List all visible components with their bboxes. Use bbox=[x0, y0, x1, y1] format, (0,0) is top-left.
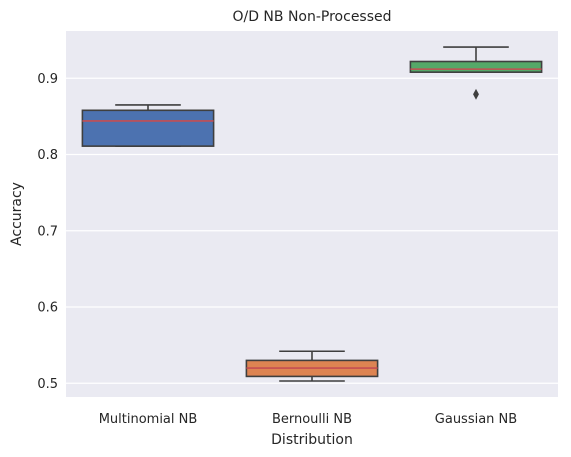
y-tick-labels: 0.5 0.6 0.7 0.8 0.9 bbox=[37, 72, 58, 392]
box-plot-group bbox=[245, 350, 379, 382]
box-plots bbox=[81, 46, 543, 382]
chart-title: O/D NB Non-Processed bbox=[232, 9, 391, 25]
y-axis-label: Accuracy bbox=[9, 182, 25, 246]
y-tick-label: 0.7 bbox=[37, 224, 58, 239]
box-plot-group bbox=[409, 46, 543, 100]
plot-background bbox=[66, 31, 558, 397]
grid-lines bbox=[66, 77, 558, 384]
box-body bbox=[81, 109, 215, 147]
box-plot-group bbox=[81, 104, 215, 147]
y-tick-label: 0.6 bbox=[37, 301, 58, 316]
box-body bbox=[409, 60, 543, 73]
y-tick-label: 0.9 bbox=[37, 72, 58, 87]
x-tick-label: Gaussian NB bbox=[435, 412, 517, 427]
outlier-point bbox=[473, 88, 479, 100]
x-tick-label: Multinomial NB bbox=[99, 412, 198, 427]
x-tick-labels: Multinomial NB Bernoulli NB Gaussian NB bbox=[99, 412, 518, 427]
y-tick-label: 0.8 bbox=[37, 148, 58, 163]
x-tick-label: Bernoulli NB bbox=[272, 412, 352, 427]
y-tick-label: 0.5 bbox=[37, 377, 58, 392]
x-axis-label: Distribution bbox=[271, 432, 353, 448]
